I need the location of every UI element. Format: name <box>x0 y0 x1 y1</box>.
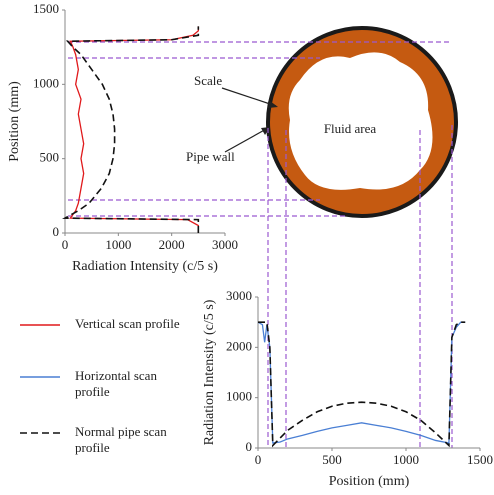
legend-label: Horizontal scan profile <box>75 368 185 400</box>
data-line <box>65 26 198 233</box>
arrow <box>222 88 276 106</box>
x-tick-label: 3000 <box>212 237 238 252</box>
y-tick-label: 1000 <box>33 75 59 90</box>
x-axis-label: Position (mm) <box>329 474 410 489</box>
x-axis-label: Radiation Intensity (c/5 s) <box>72 259 218 274</box>
arrow <box>225 128 268 152</box>
y-tick-label: 1000 <box>226 389 252 404</box>
y-tick-label: 500 <box>40 150 60 165</box>
pipe-diagram: Fluid area Scale Pipe wall <box>186 28 456 216</box>
legend-label: Normal pipe scan profile <box>75 424 185 456</box>
y-tick-label: 1500 <box>33 1 59 16</box>
x-tick-label: 500 <box>322 452 342 467</box>
x-tick-label: 0 <box>62 237 69 252</box>
figure: Fluid area Scale Pipe wall 0 1000 2000 3000… <box>0 0 494 495</box>
x-tick-label: 0 <box>255 452 262 467</box>
diagram-label: Pipe wall <box>186 149 235 164</box>
diagram-label: Scale <box>194 73 222 88</box>
y-axis-label: Radiation Intensity (c/5 s) <box>202 299 217 445</box>
data-line <box>258 322 465 445</box>
y-tick-label: 0 <box>246 439 253 454</box>
x-tick-label: 1500 <box>467 452 493 467</box>
y-tick-label: 3000 <box>226 288 252 303</box>
x-tick-label: 1000 <box>105 237 131 252</box>
chart: Fluid area Scale Pipe wall 0 1000 2000 3000… <box>0 0 494 495</box>
x-tick-label: 2000 <box>159 237 185 252</box>
legend-label: Vertical scan profile <box>75 316 185 332</box>
data-line <box>258 322 465 443</box>
y-tick-label: 2000 <box>226 338 252 353</box>
diagram-label: Fluid area <box>324 121 377 136</box>
y-axis-label: Position (mm) <box>7 81 22 162</box>
x-tick-label: 1000 <box>393 452 419 467</box>
y-tick-label: 0 <box>53 224 60 239</box>
